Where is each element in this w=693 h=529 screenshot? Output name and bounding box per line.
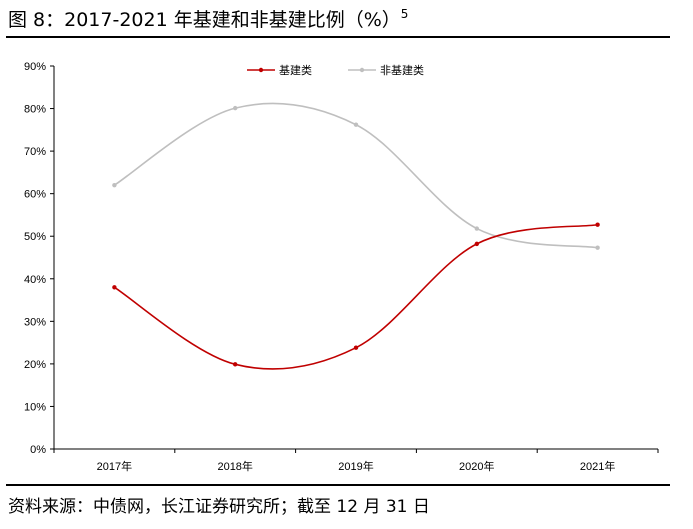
series-point-1 [353,345,359,350]
y-tick-label: 50% [24,231,46,243]
y-tick-label: 70% [24,146,46,158]
y-axis: 0% 10% 20% 30% 40% 50% 60% 70% 80% 90% [24,61,55,456]
y-tick-label: 10% [24,401,46,413]
series-point-1 [595,222,600,227]
series-point-2 [595,245,600,250]
y-tick-label: 60% [24,189,46,201]
series-point-1 [112,285,117,290]
figure-title: 图 8：2017-2021 年基建和非基建比例（%）5 [8,7,409,34]
y-tick-label: 30% [24,316,46,328]
legend-swatch-marker [359,67,365,73]
y-tick-label: 40% [24,274,46,286]
series-layer [112,102,600,370]
series-point-2 [233,105,238,111]
legend-label: 非基建类 [380,63,424,77]
series-point-2 [474,226,479,231]
y-tick-label: 20% [24,359,46,371]
source-rule [6,484,670,486]
series-point-2 [353,122,359,127]
title-rule [6,36,670,38]
figure-title-text: 图 8：2017-2021 年基建和非基建比例（%） [8,9,401,31]
legend: 基建类 非基建类 [247,63,424,77]
x-tick-label: 2021年 [580,459,615,473]
series-point-1 [233,362,238,367]
series-point-2 [112,182,117,188]
y-tick-label: 0% [30,444,46,456]
legend-swatch-marker [258,67,264,73]
x-tick-label: 2017年 [97,459,132,473]
x-tick-label: 2020年 [459,459,494,473]
x-axis: 2017年 2018年 2019年 2020年 2021年 [53,448,659,473]
source-note: 资料来源：中债网，长江证券研究所；截至 12 月 31 日 [8,497,430,517]
x-tick-label: 2018年 [217,459,252,473]
x-tick-label: 2019年 [338,459,373,473]
y-tick-label: 80% [24,104,46,116]
footnote-marker: 5 [400,7,409,21]
y-tick-label: 90% [24,61,46,73]
legend-label: 基建类 [279,63,312,77]
series-point-1 [474,241,479,247]
